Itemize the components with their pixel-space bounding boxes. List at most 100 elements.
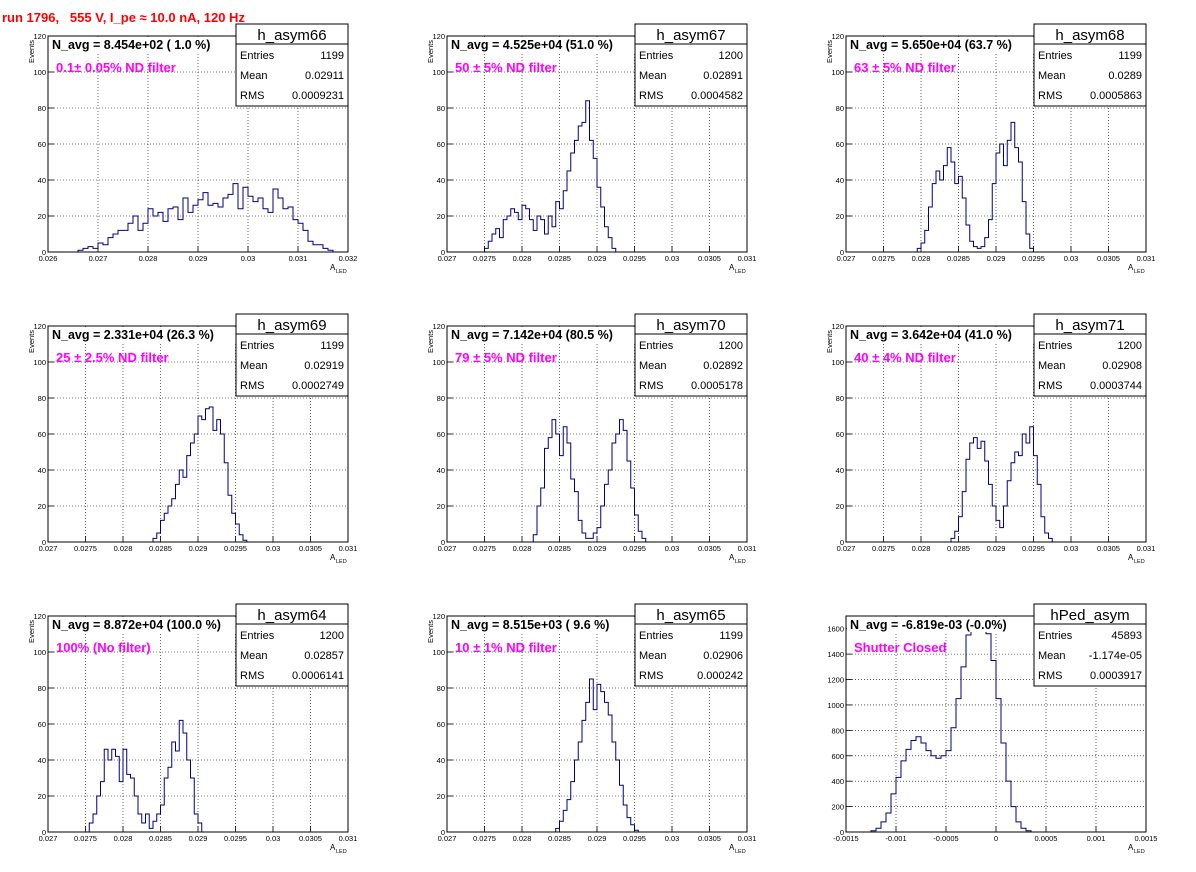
histogram-bin	[97, 796, 101, 832]
histogram-bin	[989, 484, 993, 542]
y-tick-label: 0	[42, 248, 46, 257]
histogram-bin	[612, 742, 616, 832]
x-tick-label: 0.031	[738, 544, 757, 553]
x-tick-label: 0.0285	[947, 254, 970, 263]
histogram-bin	[176, 751, 180, 832]
x-axis-title: A	[1128, 553, 1134, 562]
y-tick-label: 40	[836, 176, 844, 185]
stats-box-frame	[634, 313, 748, 397]
stats-box-frame	[235, 313, 349, 397]
histogram-bin	[929, 207, 933, 252]
x-tick-label: 0.029	[588, 834, 607, 843]
histogram-bin	[989, 220, 993, 252]
histogram-bin	[183, 733, 187, 832]
x-tick-label: 0.0285	[548, 834, 571, 843]
histogram-bin	[288, 207, 293, 252]
histogram-bin	[208, 205, 213, 252]
y-tick-label: 40	[437, 756, 445, 765]
histogram-bin	[608, 238, 612, 252]
x-axis-title: A	[1128, 263, 1134, 272]
y-tick-label: 120	[831, 32, 844, 41]
stats-value: 1199	[719, 630, 743, 642]
x-axis-title: A	[1128, 843, 1134, 852]
histogram-bin	[278, 198, 283, 252]
histogram-bin	[578, 742, 582, 832]
stats-label: Mean	[639, 360, 667, 372]
x-tick-label: 0.031	[738, 254, 757, 263]
histogram-bin	[308, 241, 313, 252]
x-tick-label: 0.028	[912, 254, 931, 263]
filter-annotation: 50 ± 5% ND filter	[455, 60, 557, 75]
y-tick-label: 20	[836, 502, 844, 511]
y-tick-label: 40	[38, 466, 46, 475]
histogram-bin	[273, 189, 278, 252]
y-tick-label: 120	[33, 612, 46, 621]
histogram-panel-h-asym64: 0.027 0.0275 0.028 0.0285 0.029 0.0295 0.03 0.0…	[27, 603, 357, 855]
x-tick-label: 0.0285	[548, 254, 571, 263]
stats-value: 1199	[1118, 50, 1142, 62]
stats-box: h_asym65 Entries 1199 Mean 0.02906 RMS 0.00024…	[634, 603, 748, 687]
y-tick-label: 80	[38, 684, 46, 693]
histogram-outline	[950, 426, 1053, 542]
histogram-bin	[1015, 148, 1019, 252]
histogram-bin	[1041, 517, 1045, 542]
x-axis-title: A	[729, 263, 735, 272]
stats-value: 0.02892	[703, 360, 743, 372]
histogram-bin	[896, 777, 901, 832]
histogram-bin	[1011, 122, 1015, 252]
y-tick-label: 100	[33, 358, 46, 367]
histogram-bin	[168, 209, 173, 252]
x-tick-label: 0.031	[738, 834, 757, 843]
histogram-bin	[996, 153, 1000, 252]
y-tick-label: 0	[840, 828, 844, 837]
y-tick-label: 40	[836, 466, 844, 475]
y-tick-label: 1200	[827, 676, 844, 685]
x-tick-label: 0.031	[1137, 254, 1156, 263]
stats-value: 0.0002749	[292, 380, 344, 392]
filter-annotation: 25 ± 2.5% ND filter	[56, 350, 169, 365]
histogram-bin	[586, 538, 590, 542]
histogram-bin	[1007, 140, 1011, 252]
histogram-bin	[1030, 248, 1034, 252]
histogram-bin	[172, 499, 176, 542]
y-tick-label: 100	[432, 358, 445, 367]
histogram-bin	[503, 220, 507, 252]
histogram-bin	[224, 463, 228, 542]
n-avg-background	[847, 327, 1044, 342]
x-tick-label: 0.03	[241, 254, 256, 263]
filter-annotation: 40 ± 4% ND filter	[854, 350, 956, 365]
histogram-bin	[157, 814, 161, 832]
stats-box: hPed_asym Entries 45893 Mean -1.174e-05 RMS 0.…	[1033, 603, 1147, 687]
x-tick-label: 0.0295	[1022, 544, 1045, 553]
x-tick-label: 0.0295	[224, 834, 247, 843]
stats-label: RMS	[240, 90, 264, 102]
histogram-bin	[582, 533, 586, 542]
histogram-bin	[601, 207, 605, 252]
histogram-bin	[258, 198, 263, 252]
stats-value: 1200	[320, 630, 344, 642]
x-tick-label: 0.028	[513, 834, 532, 843]
y-tick-label: 1400	[827, 650, 844, 659]
histogram-bin	[605, 484, 609, 542]
histogram-bin	[977, 248, 981, 252]
x-tick-label: 0.03	[665, 254, 680, 263]
histogram-bin	[631, 488, 635, 542]
x-tick-label: 0.0295	[224, 544, 247, 553]
histogram-bin	[966, 459, 970, 542]
histogram-bin	[198, 823, 202, 832]
histogram-bin	[253, 202, 258, 252]
histogram-bin	[992, 184, 996, 252]
y-tick-label: 20	[437, 502, 445, 511]
histogram-bin	[638, 531, 642, 542]
stats-value: 1199	[320, 50, 344, 62]
histogram-bin	[974, 247, 978, 252]
histogram-bin	[627, 461, 631, 542]
y-tick-label: 60	[38, 140, 46, 149]
histogram-bins	[485, 101, 616, 252]
histogram-bin	[179, 720, 183, 832]
histogram-bin	[932, 184, 936, 252]
stats-value: 0.0004582	[691, 90, 743, 102]
histogram-bin	[970, 241, 974, 252]
histogram-bin	[178, 220, 183, 252]
histogram-bin	[612, 248, 616, 252]
